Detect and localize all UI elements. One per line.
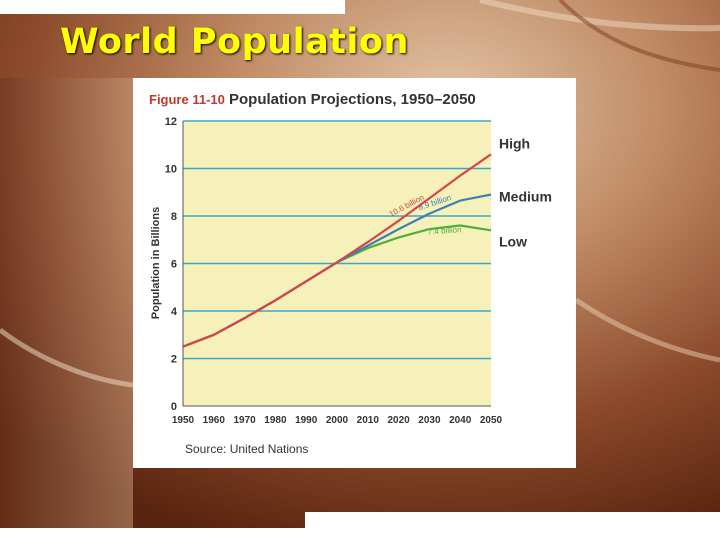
x-tick-label: 2020 [387,415,410,426]
x-tick-label: 1980 [264,415,287,426]
x-tick-label: 1970 [233,415,256,426]
annotation-low: 7.4 billion [427,225,461,236]
y-tick-label: 2 [171,354,177,366]
x-tick-label: 1950 [172,415,195,426]
y-tick-label: 12 [165,116,177,128]
slide-title: World Population [60,22,409,62]
figure-caption: Population Projections, 1950–2050 [229,91,476,108]
y-axis-label: Population in Billions [150,207,162,319]
series-lines [182,153,492,348]
x-tick-label: 2030 [418,415,441,426]
x-tick-label: 1960 [203,415,226,426]
x-tick-label: 2050 [480,415,503,426]
series-label-low: Low [499,233,527,249]
y-tick-label: 0 [171,401,177,413]
x-tick-label: 2000 [326,415,349,426]
source-note: Source: United Nations [185,442,308,456]
x-tick-labels: 1950 1960 1970 1980 1990 2000 2010 2020 2030 2040… [172,415,503,426]
x-tick-label: 2010 [357,415,380,426]
series-labels: High Medium Low [499,135,552,249]
series-label-medium: Medium [499,189,552,205]
series-line-high [182,153,492,348]
y-tick-label: 10 [165,164,177,176]
figure-card: Figure 11-10 Population Projections, 195… [133,78,576,468]
y-tick-label: 6 [171,259,177,271]
y-tick-labels: 0 2 4 6 8 10 12 [165,116,178,413]
x-tick-label: 2040 [449,415,472,426]
x-tick-label: 1990 [295,415,318,426]
figure-number: Figure 11-10 [149,92,225,107]
population-chart: Figure 11-10 Population Projections, 195… [149,91,552,456]
y-tick-label: 4 [171,306,178,318]
series-label-high: High [499,135,530,151]
y-tick-label: 8 [171,211,177,223]
